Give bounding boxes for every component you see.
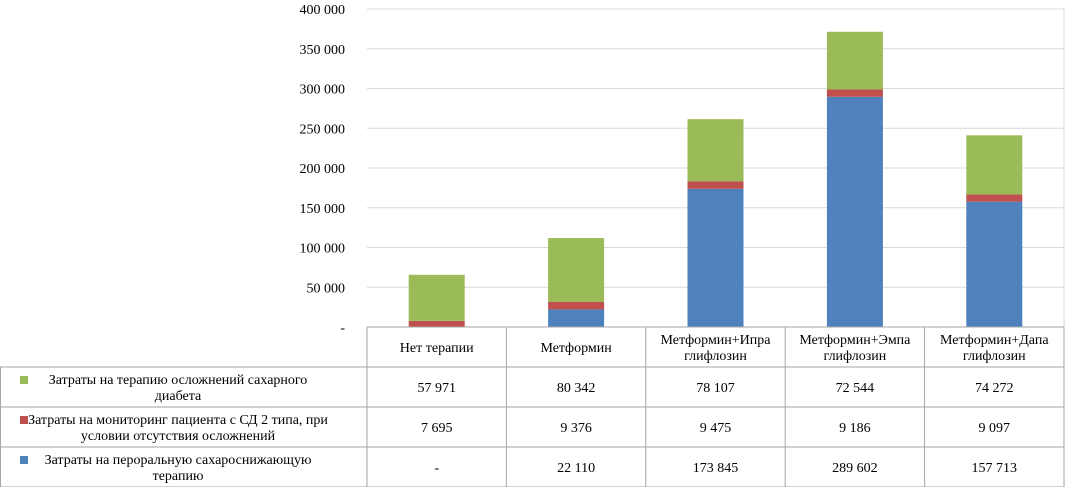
legend-swatch	[20, 416, 28, 424]
x-category-label-line: Нет терапии	[400, 341, 474, 356]
bar-segment	[548, 238, 605, 302]
y-tick-label: 350 000	[300, 43, 346, 58]
y-tick-label: 50 000	[307, 281, 346, 296]
bar-segment	[408, 274, 465, 321]
y-tick-label: 100 000	[300, 242, 346, 257]
x-category-label: Метформин+Эмпа глифлозин	[799, 333, 911, 364]
legend-series-name-line: Затраты на пероральную сахароснижающую	[45, 453, 312, 468]
data-label: 9 186	[839, 421, 871, 436]
data-label: 9 376	[560, 421, 592, 436]
legend-series-name-line: Затраты на терапию осложнений сахарного	[49, 373, 308, 388]
x-category-label-line: глифлозин	[963, 349, 1026, 364]
bar-segment	[548, 309, 605, 327]
data-label: 72 544	[836, 381, 875, 396]
bar-segment	[548, 301, 605, 310]
x-category-label-line: Метформин	[540, 341, 612, 356]
data-label: 9 475	[700, 421, 732, 436]
bars	[408, 31, 1023, 327]
data-label: 22 110	[557, 461, 595, 476]
legend-swatch	[20, 376, 28, 384]
x-category-label: Метформин+Ипра глифлозин	[660, 333, 771, 364]
bar-segment	[687, 181, 744, 189]
x-category-label-line: Метформин+Дапа	[940, 333, 1049, 348]
data-label: 7 695	[421, 421, 453, 436]
data-label: 173 845	[693, 461, 739, 476]
legend-series-name-line: диабета	[155, 389, 202, 404]
bar-segment	[966, 135, 1023, 195]
bar-segment	[687, 188, 744, 327]
y-tick-label: 150 000	[300, 202, 346, 217]
bar-segment	[826, 96, 883, 327]
legend-series-name: Затраты на пероральную сахароснижающую те…	[45, 453, 312, 484]
x-category-label: Метформин	[540, 341, 612, 356]
data-table	[0, 326, 1065, 487]
legend-series-name-line: условии отсутствия осложнений	[81, 429, 276, 444]
x-category-label: Нет терапии	[400, 341, 474, 356]
data-label: 78 107	[696, 381, 735, 396]
bar-segment	[408, 320, 465, 327]
y-tick-label: -	[340, 321, 345, 336]
data-label: 9 097	[979, 421, 1011, 436]
y-tick-label: 400 000	[300, 3, 346, 18]
legend-swatch	[20, 456, 28, 464]
bar-segment	[826, 89, 883, 97]
data-label: -	[434, 461, 439, 476]
x-category-label-line: Метформин+Ипра	[660, 333, 771, 348]
bar-segment	[966, 194, 1023, 202]
legend-series-name: Затраты на мониторинг пациента с СД 2 ти…	[28, 413, 328, 444]
x-category-label-line: Метформин+Эмпа	[799, 333, 911, 348]
y-tick-label: 200 000	[300, 162, 346, 177]
legend-series-name-line: терапию	[153, 469, 204, 484]
x-category-label: Метформин+Дапа глифлозин	[940, 333, 1049, 364]
bar-segment	[966, 201, 1023, 327]
data-label: 157 713	[972, 461, 1018, 476]
data-label: 74 272	[975, 381, 1014, 396]
legend-series-name-line: Затраты на мониторинг пациента с СД 2 ти…	[28, 413, 328, 428]
legend-series-name: Затраты на терапию осложнений сахарного д…	[49, 373, 308, 404]
y-tick-label: 300 000	[300, 83, 346, 98]
data-label: 57 971	[417, 381, 456, 396]
bar-segment	[687, 119, 744, 182]
y-tick-label: 250 000	[300, 122, 346, 137]
x-category-label-line: глифлозин	[684, 349, 747, 364]
data-label: 80 342	[557, 381, 596, 396]
x-category-label-line: глифлозин	[824, 349, 887, 364]
bar-segment	[826, 31, 883, 90]
data-label: 289 602	[832, 461, 878, 476]
